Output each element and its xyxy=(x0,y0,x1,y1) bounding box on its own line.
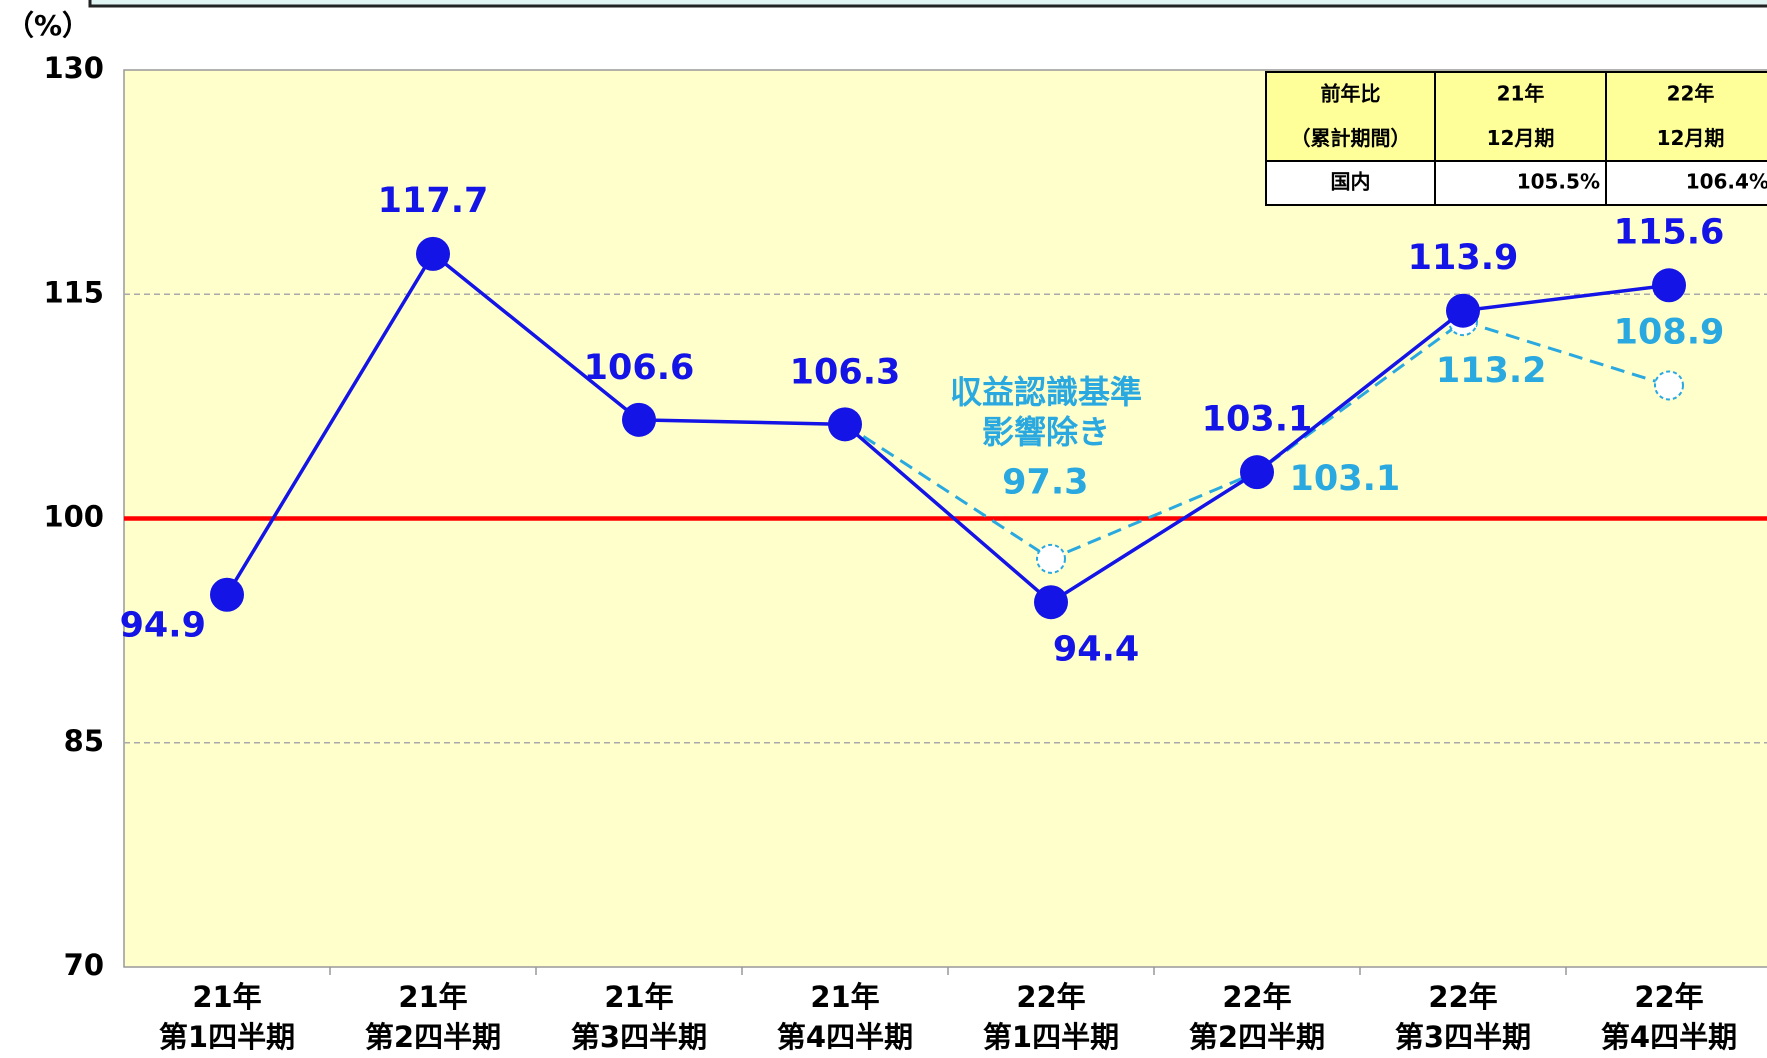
x-tick-label: 第3四半期 xyxy=(1395,1020,1531,1054)
y-tick-label: 85 xyxy=(64,724,104,758)
table-header-bg xyxy=(1266,72,1767,161)
y-tick-label: 115 xyxy=(43,275,104,309)
x-tick-label: 第1四半期 xyxy=(983,1020,1119,1054)
marker xyxy=(1654,370,1684,401)
marker xyxy=(1036,543,1066,574)
annotation: 収益認識基準 xyxy=(950,373,1142,411)
x-tick-label: 第1四半期 xyxy=(159,1020,295,1054)
x-tick-label: 第2四半期 xyxy=(1189,1020,1325,1054)
table-border xyxy=(1265,71,1767,206)
x-tick-label: 第2四半期 xyxy=(365,1020,501,1054)
x-tick-label: 22年 xyxy=(1634,980,1703,1014)
table-header-cell: 12月期 xyxy=(1657,126,1725,150)
data-label: 117.7 xyxy=(378,181,489,221)
x-tick-label: 第3四半期 xyxy=(571,1020,707,1054)
x-tick-label: 21年 xyxy=(192,980,261,1014)
y-axis-label: （%） xyxy=(6,9,90,42)
table-cell: 106.4% xyxy=(1686,170,1767,194)
x-tick-label: 第4四半期 xyxy=(777,1020,913,1054)
x-tick-label: 22年 xyxy=(1016,980,1085,1014)
table-header-cell: （累計期間） xyxy=(1291,126,1411,150)
marker xyxy=(1446,293,1480,328)
data-label: 113.2 xyxy=(1436,351,1547,391)
y-tick-label: 100 xyxy=(43,500,104,534)
table-cell: 105.5% xyxy=(1517,170,1600,194)
data-label: 94.4 xyxy=(1053,630,1139,670)
x-tick-label: 21年 xyxy=(398,980,467,1014)
data-label: 113.9 xyxy=(1408,238,1519,278)
marker xyxy=(210,577,244,612)
data-label: 97.3 xyxy=(1002,462,1088,502)
data-label: 103.1 xyxy=(1290,459,1401,499)
data-label: 115.6 xyxy=(1614,212,1725,252)
marker xyxy=(828,407,862,442)
data-label: 108.9 xyxy=(1614,313,1725,353)
table-header-cell: 21年 xyxy=(1497,82,1545,106)
data-label: 106.6 xyxy=(584,348,695,388)
top-banner xyxy=(88,0,1767,8)
annotation: 影響除き xyxy=(982,413,1110,451)
data-label: 103.1 xyxy=(1202,399,1313,439)
marker xyxy=(1034,585,1068,620)
table-header-cell: 22年 xyxy=(1667,82,1715,106)
marker xyxy=(1652,268,1686,303)
x-tick-label: 第4四半期 xyxy=(1601,1020,1737,1054)
table-row-bg xyxy=(1266,161,1767,205)
table-header-cell: 前年比 xyxy=(1321,82,1381,106)
data-label: 106.3 xyxy=(790,353,901,393)
marker xyxy=(622,402,656,437)
y-tick-label: 70 xyxy=(64,948,104,982)
marker xyxy=(416,236,450,271)
table-header-cell: 12月期 xyxy=(1487,126,1555,150)
table-cell: 国内 xyxy=(1331,170,1371,194)
data-label: 94.9 xyxy=(120,605,206,645)
y-tick-label: 130 xyxy=(43,51,104,85)
x-tick-label: 21年 xyxy=(810,980,879,1014)
line-series xyxy=(225,251,1670,605)
x-tick-label: 21年 xyxy=(604,980,673,1014)
x-tick-label: 22年 xyxy=(1222,980,1291,1014)
x-tick-label: 22年 xyxy=(1428,980,1497,1014)
marker xyxy=(1240,455,1274,490)
